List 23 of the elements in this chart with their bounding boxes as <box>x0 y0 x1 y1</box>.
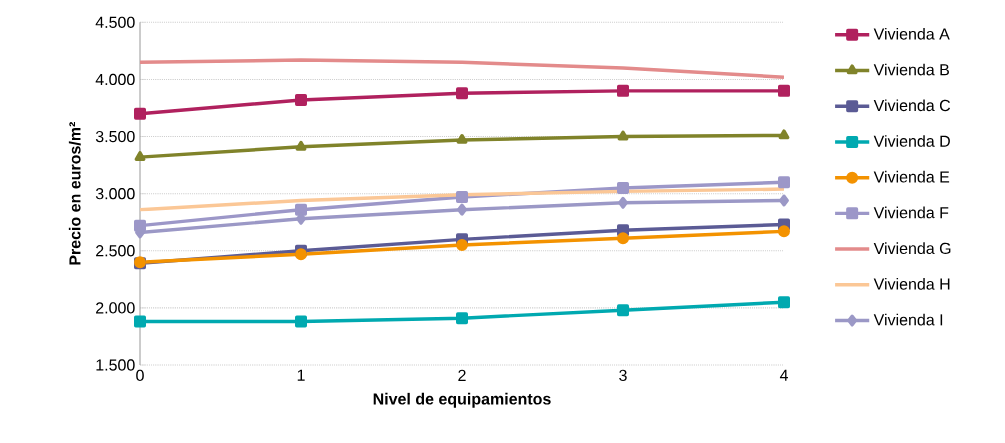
legend-label: Vivienda C <box>873 99 951 112</box>
legend-label: Vivienda E <box>873 170 950 183</box>
x-tick-label: 0 <box>136 369 144 382</box>
legend-label: Vivienda I <box>873 313 943 326</box>
y-tick-label: 4.000 <box>95 73 135 86</box>
y-tick-label: 2.500 <box>96 245 135 257</box>
y-tick-label: 3.000 <box>95 188 135 200</box>
y-tick-label: 2.000 <box>96 302 135 314</box>
legend-label: Vivienda D <box>873 135 950 147</box>
legend-label: Vivienda B <box>873 63 949 76</box>
x-tick-label: 3 <box>619 369 627 382</box>
x-tick-label: 2 <box>458 369 466 381</box>
y-tick-label: 1.500 <box>96 359 135 371</box>
legend-label: Vivienda A <box>873 27 950 40</box>
legend-label: Vivienda F <box>873 206 949 219</box>
y-tick-label: 4.500 <box>95 16 135 28</box>
x-tick-label: 1 <box>297 369 305 381</box>
x-tick-label: 4 <box>779 369 788 381</box>
x-axis-title: Nivel de equipamientos <box>373 392 551 408</box>
legend-label: Vivienda G <box>873 242 951 255</box>
y-axis-title: Precio en euros/m² <box>68 121 81 265</box>
y-tick-label: 3.500 <box>95 130 135 143</box>
legend-label: Vivienda H <box>873 278 950 290</box>
